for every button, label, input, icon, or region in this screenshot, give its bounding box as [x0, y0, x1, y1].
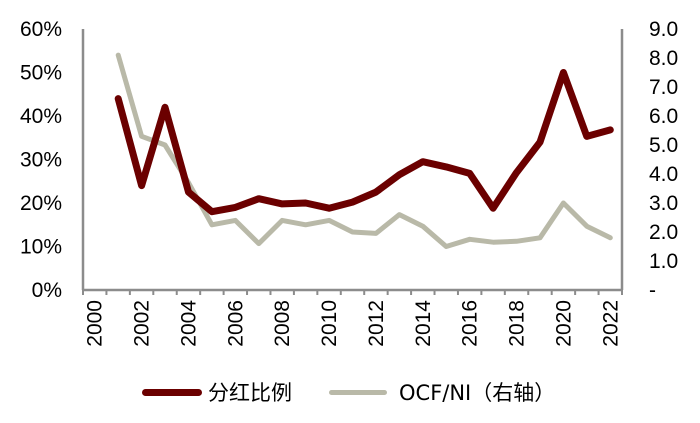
legend-item-ocf-ni: OCF/NI（右轴） — [329, 377, 555, 407]
x-axis-tick-labels: 2000 2002 2004 2006 2008 2010 2012 2014 2016 2018… — [84, 300, 623, 347]
legend-swatch-ocf-ni — [329, 389, 387, 395]
right-axis-tick-labels: - 1.0 2.0 3.0 4.0 5.0 6.0 7.0 8.0 9.0 — [649, 18, 678, 302]
left-tick-label: 20% — [20, 192, 62, 215]
right-tick-label: 1.0 — [649, 250, 678, 273]
x-tick-label: 2020 — [552, 300, 575, 347]
legend-label: OCF/NI（右轴） — [399, 381, 556, 405]
right-tick-label: 2.0 — [649, 221, 678, 244]
left-tick-label: 10% — [20, 236, 62, 259]
x-tick-label: 2018 — [506, 300, 529, 347]
right-tick-label: 5.0 — [649, 134, 678, 157]
x-tick-label: 2014 — [412, 300, 435, 347]
right-tick-label: 6.0 — [649, 105, 678, 128]
right-tick-label: 9.0 — [649, 18, 678, 41]
x-tick-label: 2012 — [365, 300, 388, 347]
x-tick-label: 2022 — [599, 300, 622, 347]
left-tick-label: 40% — [20, 105, 62, 128]
axes — [81, 29, 624, 295]
x-tick-label: 2006 — [224, 300, 247, 347]
x-tick-label: 2010 — [318, 300, 341, 347]
x-tick-label: 2002 — [131, 300, 154, 347]
x-tick-label: 2004 — [177, 300, 200, 347]
left-tick-label: 0% — [32, 279, 62, 302]
x-tick-label: 2008 — [271, 300, 294, 347]
left-tick-label: 50% — [20, 62, 62, 85]
x-tick-label: 2016 — [459, 300, 482, 347]
right-tick-label: 3.0 — [649, 192, 678, 215]
left-tick-label: 30% — [20, 149, 62, 172]
legend-item-dividend-ratio: 分红比例 — [142, 377, 292, 407]
right-tick-label: 8.0 — [649, 47, 678, 70]
series-layer — [114, 52, 614, 249]
left-axis-tick-labels: 0% 10% 20% 30% 40% 50% 60% — [20, 18, 62, 302]
left-tick-label: 60% — [20, 18, 62, 41]
right-tick-label: - — [649, 279, 656, 302]
right-tick-label: 7.0 — [649, 76, 678, 99]
legend-swatch-dividend-ratio — [142, 388, 202, 396]
series-dividend-ratio-line — [114, 69, 614, 216]
right-tick-label: 4.0 — [649, 163, 678, 186]
x-tick-label: 2000 — [84, 300, 107, 347]
line-chart: 0% 10% 20% 30% 40% 50% 60% - 1.0 2.0 3.0 4.0 5.0 6.0… — [20, 18, 678, 347]
legend: 分红比例 OCF/NI（右轴） — [0, 377, 700, 407]
legend-label: 分红比例 — [208, 381, 292, 405]
